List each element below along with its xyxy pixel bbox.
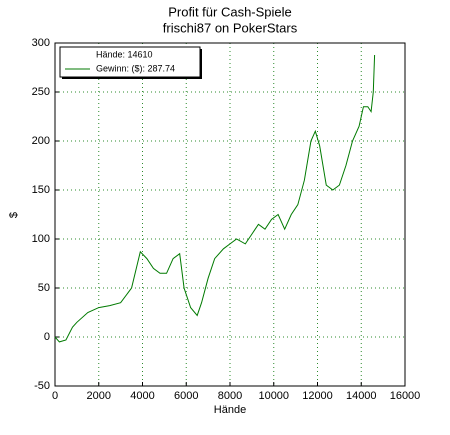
plot-frame xyxy=(54,42,406,387)
y-tick-label: 150 xyxy=(32,184,50,196)
y-tick-label: -50 xyxy=(34,380,50,392)
y-tick-label: 250 xyxy=(32,86,50,98)
x-tick-label: 2000 xyxy=(87,390,111,402)
x-tick-label: 6000 xyxy=(174,390,198,402)
y-tick-label: 200 xyxy=(32,135,50,147)
x-tick-label: 14000 xyxy=(346,390,377,402)
y-tick-label: 0 xyxy=(44,331,50,343)
y-tick-label: 100 xyxy=(32,233,50,245)
legend-box xyxy=(59,46,201,78)
x-tick-label: 12000 xyxy=(302,390,333,402)
x-tick-label: 10000 xyxy=(258,390,289,402)
legend-header: Hände: 14610 xyxy=(96,49,153,59)
x-tick-label: 0 xyxy=(52,390,58,402)
chart-title: Profit für Cash-Spiele xyxy=(168,4,292,19)
y-tick-label: 50 xyxy=(38,282,50,294)
x-tick-label: 8000 xyxy=(218,390,242,402)
x-axis-label: Hände xyxy=(214,404,246,416)
y-tick-label: 300 xyxy=(32,37,50,49)
line-series xyxy=(54,54,376,343)
legend-label: Gewinn: ($): 287.74 xyxy=(96,63,175,73)
y-axis-label: $ xyxy=(8,212,20,218)
x-tick-label: 16000 xyxy=(390,390,421,402)
x-tick-label: 4000 xyxy=(130,390,154,402)
chart-subtitle: frischi87 on PokerStars xyxy=(163,20,298,35)
